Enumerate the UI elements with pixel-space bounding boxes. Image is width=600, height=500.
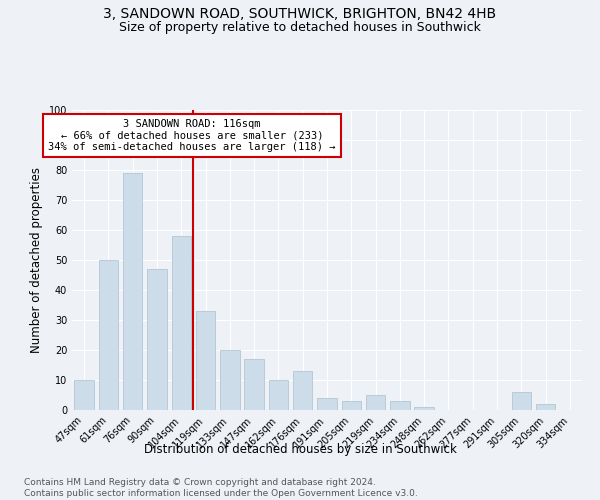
- Text: Distribution of detached houses by size in Southwick: Distribution of detached houses by size …: [143, 442, 457, 456]
- Text: Contains HM Land Registry data © Crown copyright and database right 2024.
Contai: Contains HM Land Registry data © Crown c…: [24, 478, 418, 498]
- Bar: [172, 236, 191, 410]
- Text: Size of property relative to detached houses in Southwick: Size of property relative to detached ho…: [119, 21, 481, 34]
- Y-axis label: Number of detached properties: Number of detached properties: [30, 167, 43, 353]
- Bar: [147, 269, 167, 410]
- Bar: [341, 401, 361, 410]
- Bar: [390, 401, 410, 410]
- Bar: [196, 311, 215, 410]
- Bar: [317, 398, 337, 410]
- Bar: [512, 392, 531, 410]
- Bar: [74, 380, 94, 410]
- Bar: [99, 260, 118, 410]
- Bar: [366, 395, 385, 410]
- Text: 3 SANDOWN ROAD: 116sqm
← 66% of detached houses are smaller (233)
34% of semi-de: 3 SANDOWN ROAD: 116sqm ← 66% of detached…: [48, 119, 335, 152]
- Bar: [269, 380, 288, 410]
- Bar: [293, 371, 313, 410]
- Text: 3, SANDOWN ROAD, SOUTHWICK, BRIGHTON, BN42 4HB: 3, SANDOWN ROAD, SOUTHWICK, BRIGHTON, BN…: [103, 8, 497, 22]
- Bar: [536, 404, 555, 410]
- Bar: [415, 407, 434, 410]
- Bar: [244, 359, 264, 410]
- Bar: [220, 350, 239, 410]
- Bar: [123, 173, 142, 410]
